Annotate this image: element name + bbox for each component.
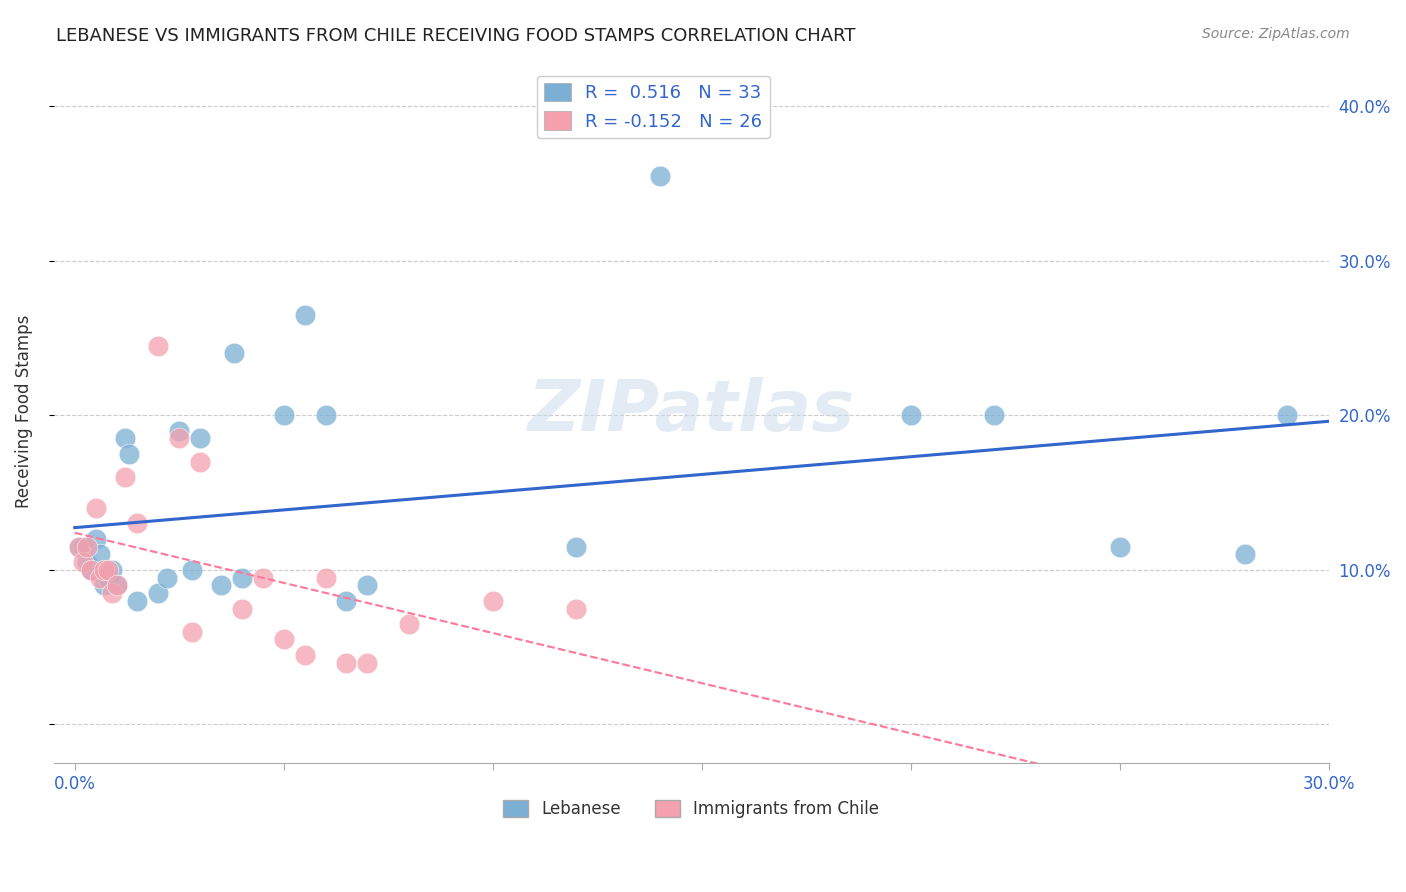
Point xyxy=(180,563,202,577)
Point xyxy=(67,540,90,554)
Point xyxy=(80,563,103,577)
Text: Source: ZipAtlas.com: Source: ZipAtlas.com xyxy=(1202,27,1350,41)
Y-axis label: Receiving Food Stamps: Receiving Food Stamps xyxy=(15,315,32,508)
Point xyxy=(188,432,211,446)
Point xyxy=(89,548,111,562)
Point xyxy=(565,540,588,554)
Text: LEBANESE VS IMMIGRANTS FROM CHILE RECEIVING FOOD STAMPS CORRELATION CHART: LEBANESE VS IMMIGRANTS FROM CHILE RECEIV… xyxy=(56,27,856,45)
Point xyxy=(105,578,128,592)
Point xyxy=(167,432,190,446)
Point xyxy=(356,578,378,592)
Point xyxy=(180,624,202,639)
Point xyxy=(72,555,94,569)
Point xyxy=(101,563,124,577)
Point xyxy=(900,409,922,423)
Point xyxy=(97,571,120,585)
Point xyxy=(294,648,316,662)
Point xyxy=(983,409,1005,423)
Point xyxy=(93,578,115,592)
Point xyxy=(231,571,253,585)
Point xyxy=(72,540,94,554)
Point xyxy=(84,532,107,546)
Point xyxy=(335,656,357,670)
Point xyxy=(315,571,337,585)
Point xyxy=(127,594,149,608)
Point xyxy=(84,501,107,516)
Point xyxy=(114,470,136,484)
Point xyxy=(114,432,136,446)
Point xyxy=(252,571,274,585)
Point xyxy=(565,601,588,615)
Point xyxy=(648,169,671,183)
Point xyxy=(356,656,378,670)
Point xyxy=(93,563,115,577)
Point xyxy=(209,578,232,592)
Point xyxy=(148,339,170,353)
Point xyxy=(481,594,503,608)
Point xyxy=(1275,409,1298,423)
Point xyxy=(67,540,90,554)
Point xyxy=(222,346,245,360)
Point xyxy=(273,632,295,647)
Point xyxy=(76,555,98,569)
Point xyxy=(97,563,120,577)
Point xyxy=(315,409,337,423)
Point xyxy=(398,617,420,632)
Point xyxy=(148,586,170,600)
Point xyxy=(167,424,190,438)
Point xyxy=(80,563,103,577)
Point xyxy=(105,578,128,592)
Point xyxy=(1234,548,1257,562)
Point xyxy=(101,586,124,600)
Point xyxy=(1108,540,1130,554)
Point xyxy=(76,540,98,554)
Point xyxy=(118,447,141,461)
Point xyxy=(156,571,179,585)
Point xyxy=(273,409,295,423)
Point xyxy=(294,308,316,322)
Point xyxy=(188,455,211,469)
Legend: Lebanese, Immigrants from Chile: Lebanese, Immigrants from Chile xyxy=(496,794,886,825)
Text: ZIPatlas: ZIPatlas xyxy=(527,376,855,446)
Point xyxy=(231,601,253,615)
Point xyxy=(127,516,149,531)
Point xyxy=(89,571,111,585)
Point xyxy=(335,594,357,608)
